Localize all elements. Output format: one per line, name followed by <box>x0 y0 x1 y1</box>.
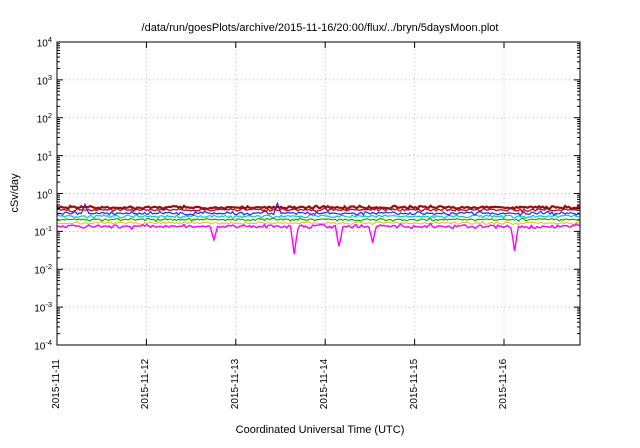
y-tick-label: 10-2 <box>34 262 52 277</box>
y-tick-label: 10-3 <box>34 300 52 315</box>
flux-line-yellow <box>56 221 581 226</box>
y-tick-label: 104 <box>36 35 52 50</box>
y-tick-label: 101 <box>36 148 52 163</box>
x-tick-label: 2015-11-16 <box>498 358 509 410</box>
flux-line-cyan <box>56 213 581 220</box>
x-tick-label: 2015-11-15 <box>408 358 420 410</box>
x-tick-label: 2015-11-13 <box>229 358 241 410</box>
y-tick-label: 102 <box>36 110 52 126</box>
x-tick-label: 2015-11-11 <box>51 359 62 409</box>
plot-title: /data/run/goesPlots/archive/2015-11-16/2… <box>141 22 499 34</box>
flux-line-green <box>56 217 581 223</box>
flux-line-red <box>56 207 581 214</box>
y-tick-label: 10-1 <box>34 224 52 239</box>
flux-line-blue <box>56 201 581 217</box>
y-tick-label: 103 <box>36 72 52 88</box>
x-tick-label: 2015-11-12 <box>140 358 152 410</box>
flux-line-darkred <box>56 204 581 211</box>
y-tick-label: 100 <box>36 186 52 201</box>
x-tick-label: 2015-11-14 <box>319 358 331 410</box>
x-axis-label: Coordinated Universal Time (UTC) <box>235 424 405 436</box>
y-tick-label: 10-4 <box>34 338 52 353</box>
flux-line-magenta <box>56 222 581 255</box>
